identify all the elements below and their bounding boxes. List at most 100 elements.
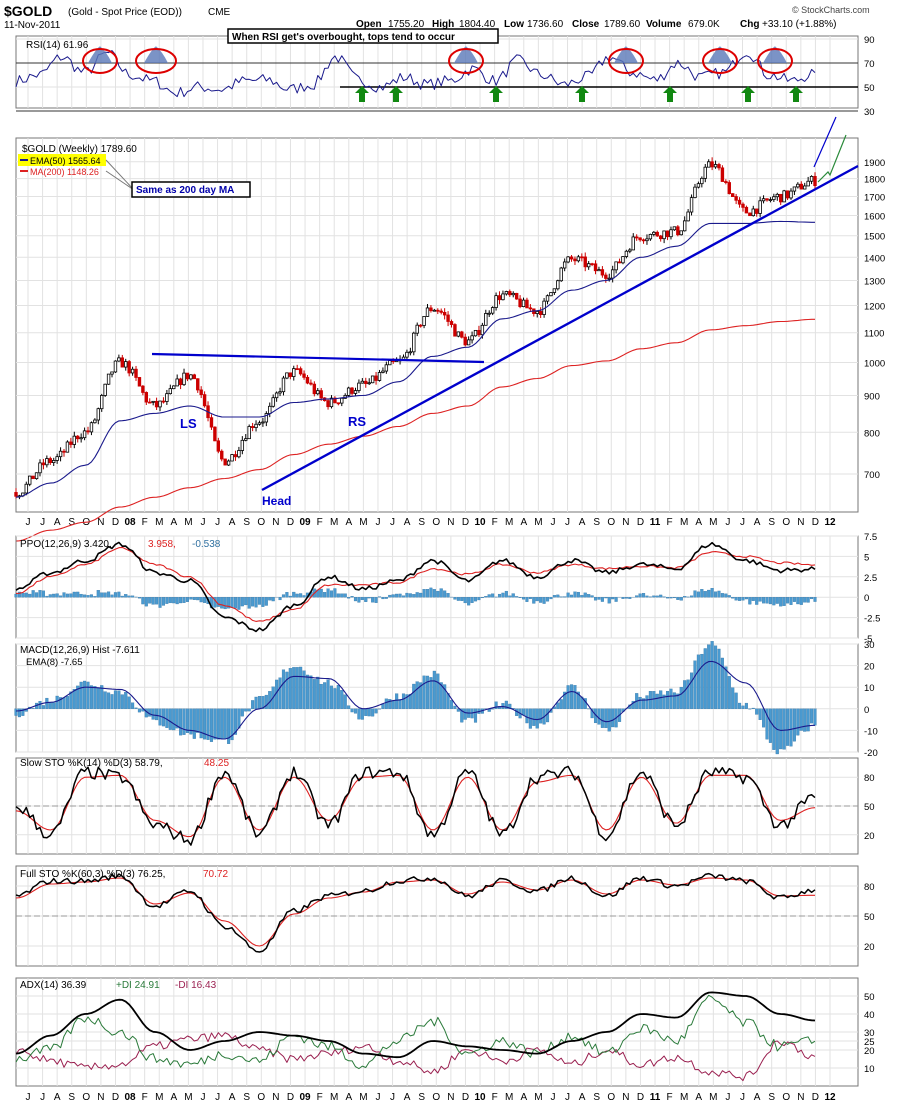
ppo-hist-bar [803,597,807,603]
minus-di-line [15,1032,816,1082]
rsi-up-arrow [789,86,803,102]
price-x-label: D [637,517,644,528]
ppo-panel-tick-label: 2.5 [864,573,877,584]
price-candle-body [151,400,155,403]
ppo-hist-bar [648,596,652,598]
bottom-x-label: N [97,1092,104,1103]
price-candle-body [415,324,419,334]
macd-hist-bar [532,708,536,726]
macd-hist-bar [391,700,395,709]
price-candle-body [316,390,320,395]
price-panel-tick-label: 1300 [864,276,885,287]
projection-line [813,116,837,168]
macd-hist-bar [590,708,594,719]
macd-hist-bar [120,694,124,709]
price-candle-body [460,331,464,338]
price-candle-body [470,335,474,341]
price-x-label: A [404,517,411,528]
macd-hist-bar [429,677,433,709]
price-candle-body [196,378,200,391]
price-candle-body [717,164,721,169]
price-candle-body [168,388,173,395]
macd-hist-bar [292,667,296,709]
macd-hist-bar [422,675,426,709]
macd-hist-bar [113,690,117,709]
ppo-hist-bar [374,597,378,603]
bottom-x-label: O [432,1092,440,1103]
price-candle-body [189,374,193,380]
price-candle-body [237,450,241,458]
ppo-hist-bar [580,595,584,598]
slow-sto-panel-tick-label: 50 [864,802,875,813]
ppo-hist-bar [182,597,186,603]
price-candle-body [374,375,378,381]
rsi-panel-frame [15,35,859,109]
ppo-hist-bar [569,594,574,598]
macd-hist-bar [285,671,289,709]
ppo-hist-bar [587,594,591,598]
ppo-legend-hist: -0.538 [192,539,221,550]
price-x-label: J [40,517,45,528]
ppo-hist-bar [120,595,124,598]
macd-hist-bar [710,641,714,709]
close-value: 1789.60 [604,19,641,30]
macd-hist-bar [799,708,803,731]
adx-panel-tick-label: 30 [864,1028,875,1039]
price-x-label: M [330,517,338,528]
ppo-hist-bar [278,597,282,601]
macd-hist-bar [312,679,316,709]
macd-hist-bar [611,708,615,728]
price-candle-body [295,368,299,371]
macd-hist-bar [449,700,454,709]
price-candle-body [501,293,505,301]
ma-legend: MA(200) 1148.26 [30,167,99,177]
rsi-highlight-circle [135,48,177,74]
macd-hist-bar [220,708,224,739]
price-candle-body [556,280,560,290]
ppo-hist-bar [559,596,563,598]
ppo-hist-bar [751,597,755,601]
price-candle-body [182,372,186,386]
macd-hist-bar [398,699,402,709]
macd-hist-bar [720,657,724,709]
ppo-hist-bar [467,597,471,606]
price-candle-body [576,256,581,262]
ppo-hist-bar [161,597,166,606]
full-sto-legend: Full STO %K(60,3) %D(3) 76.25, [20,869,165,880]
ppo-hist-bar [21,592,25,598]
rsi-highlight-circle [608,48,644,74]
ppo-hist-bar [535,597,539,602]
price-candle-body [758,200,762,214]
price-candle-body [130,368,135,374]
price-candle-body [792,186,797,192]
rsi-line [15,50,816,98]
price-candle-body [600,269,605,276]
price-candle-body [292,368,296,377]
price-candle-body [89,422,94,433]
ppo-hist-bar [326,588,330,598]
price-x-label: M [505,517,513,528]
ppo-hist-bar [539,597,543,603]
ppo-hist-bar [768,597,772,605]
macd-hist-bar [79,681,83,709]
price-candle-body [686,211,690,222]
rsi-note-text: When RSI get's overbought, tops tend to … [232,32,455,43]
ppo-hist-bar [425,589,430,598]
bottom-x-label: A [404,1092,411,1103]
bottom-x-label: D [812,1092,819,1103]
ppo-hist-bar [175,597,179,605]
ppo-hist-bar [41,590,45,598]
price-candle-body [103,383,107,396]
ppo-hist-bar [347,597,351,599]
price-candle-body [473,329,478,337]
ticker-symbol: $GOLD [4,3,52,19]
adx-panel-tick-label: 10 [864,1064,875,1075]
macd-hist-bar [288,668,292,709]
price-candle-body [79,437,83,440]
price-candle-body [172,385,176,390]
ma200-line [15,318,815,542]
price-candle-body [93,419,97,424]
price-candle-body [508,291,512,296]
ppo-hist-bar [738,597,742,601]
rsi-note-box [227,28,499,44]
